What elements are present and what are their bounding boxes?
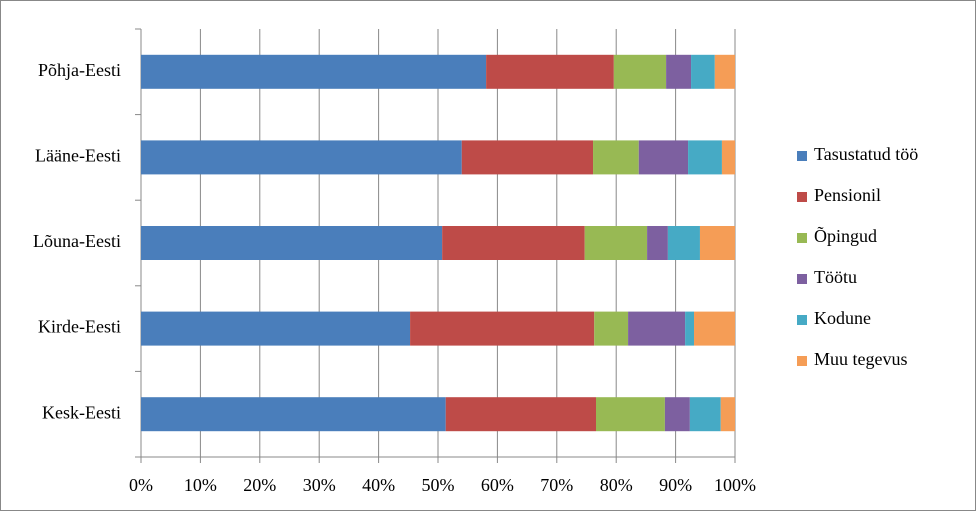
- y-tick-label: Kesk-Eesti: [42, 402, 121, 422]
- bar-segment: [410, 311, 595, 346]
- bar-segment: [584, 226, 648, 260]
- legend-swatch: [797, 151, 807, 161]
- y-tick-label: Lääne-Eesti: [35, 146, 121, 166]
- legend-label: Töötu: [814, 267, 857, 287]
- x-tick-label: 40%: [362, 475, 395, 495]
- bar-segment: [141, 140, 462, 175]
- bar-segment: [688, 140, 722, 175]
- bar-segment: [141, 54, 487, 89]
- legend-label: Kodune: [814, 308, 871, 328]
- legend-swatch: [797, 233, 807, 243]
- x-tick-label: 100%: [714, 475, 756, 495]
- bar-segment: [689, 397, 721, 432]
- bar-segment: [461, 140, 594, 175]
- bar-segment: [596, 397, 665, 432]
- y-tick-label: Kirde-Eesti: [38, 317, 121, 337]
- bar-segment: [685, 311, 695, 346]
- bar-segment: [593, 140, 639, 175]
- legend-label: Muu tegevus: [814, 349, 908, 369]
- x-tick-label: 0%: [129, 475, 153, 495]
- y-tick-label: Lõuna-Eesti: [33, 231, 121, 251]
- legend-swatch: [797, 274, 807, 284]
- bar-segment: [664, 397, 690, 432]
- bar-segment: [628, 311, 686, 346]
- x-tick-label: 60%: [481, 475, 514, 495]
- y-tick-label: Põhja-Eesti: [38, 60, 121, 80]
- bar-segment: [699, 226, 735, 260]
- bar-segment: [445, 397, 597, 432]
- bar-segment: [666, 54, 692, 89]
- legend-swatch: [797, 192, 807, 202]
- x-tick-label: 70%: [540, 475, 573, 495]
- bar-segment: [667, 226, 700, 260]
- bar-segment: [714, 54, 735, 89]
- x-tick-label: 30%: [303, 475, 336, 495]
- bar-segment: [721, 140, 735, 175]
- bar-segment: [442, 226, 585, 260]
- x-tick-label: 90%: [659, 475, 692, 495]
- legend-label: Tasustatud töö: [814, 144, 918, 164]
- bar-segment: [638, 140, 689, 175]
- bar-segment: [720, 397, 735, 432]
- bar-segment: [594, 311, 629, 346]
- bar-segment: [694, 311, 735, 346]
- bar-segment: [486, 54, 614, 89]
- bar-segment: [613, 54, 667, 89]
- x-tick-label: 20%: [243, 475, 276, 495]
- bar-segment: [141, 226, 443, 260]
- x-tick-label: 80%: [600, 475, 633, 495]
- legend-swatch: [797, 356, 807, 366]
- bar-segment: [141, 311, 411, 346]
- legend-swatch: [797, 315, 807, 325]
- legend-label: Õpingud: [814, 225, 877, 246]
- x-tick-label: 50%: [422, 475, 455, 495]
- bar-segment: [647, 226, 668, 260]
- bar-segment: [141, 397, 446, 432]
- legend-label: Pensionil: [814, 185, 881, 205]
- bar-segment: [691, 54, 715, 89]
- x-tick-label: 10%: [184, 475, 217, 495]
